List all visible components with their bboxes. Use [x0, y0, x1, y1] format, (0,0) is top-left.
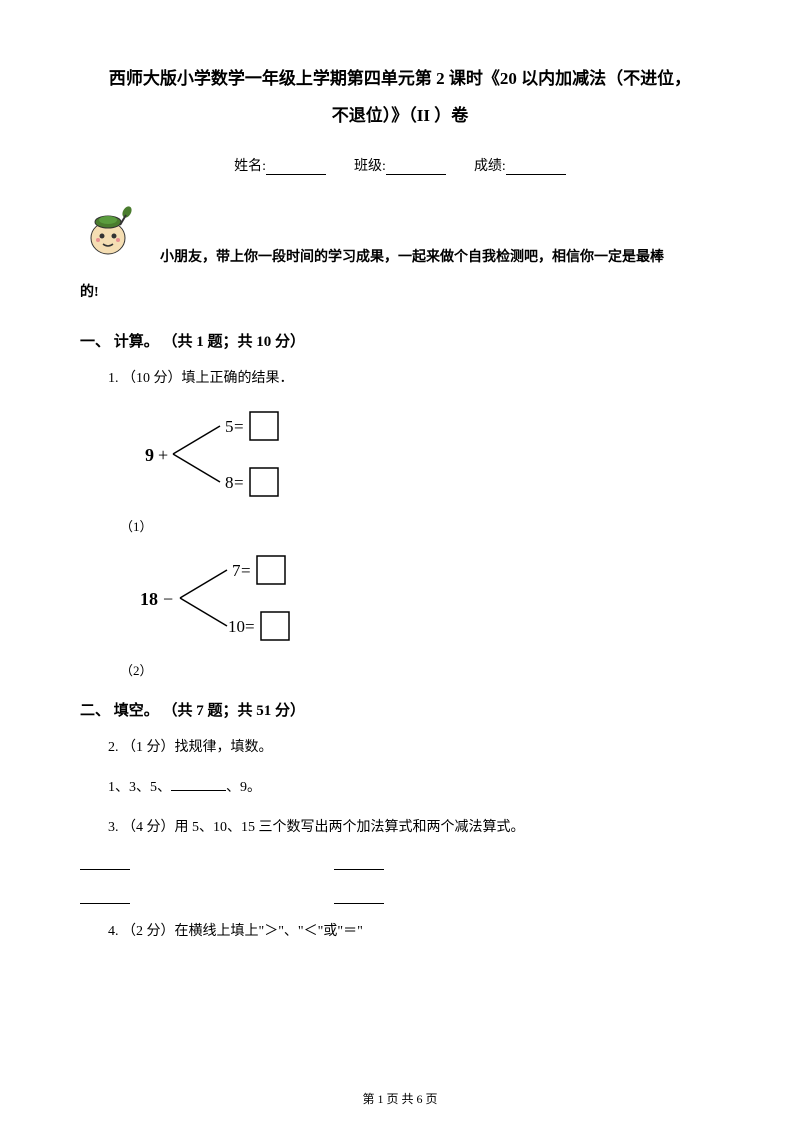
- d2-base: 18: [140, 589, 158, 609]
- answer-blank-2[interactable]: [334, 856, 384, 870]
- question-2: 2. （1 分）找规律，填数。: [108, 735, 720, 760]
- svg-text:=: =: [234, 473, 244, 492]
- d1-box-bottom: [250, 468, 278, 496]
- answer-blank-4[interactable]: [334, 890, 384, 904]
- d2-box-bottom: [261, 612, 289, 640]
- d1-op: +: [158, 445, 168, 465]
- question-4: 4. （2 分）在横线上填上"＞"、"＜"或"＝": [108, 919, 720, 944]
- title-line-2: 不退位）》（II ）卷: [80, 97, 720, 134]
- seq-blank[interactable]: [171, 777, 226, 791]
- d2-box-top: [257, 556, 285, 584]
- d2-top: 7: [232, 561, 241, 580]
- seq-prefix: 1、3、5、: [108, 780, 171, 795]
- answer-blank-3[interactable]: [80, 890, 130, 904]
- mascot-row: 小朋友，带上你一段时间的学习成果，一起来做个自我检测吧，相信你一定是最棒: [80, 200, 720, 275]
- score-blank[interactable]: [506, 159, 566, 175]
- name-label: 姓名:: [234, 159, 266, 174]
- name-blank[interactable]: [266, 159, 326, 175]
- answer-row-1: [80, 856, 720, 875]
- d1-base: 9: [145, 445, 154, 465]
- class-blank[interactable]: [386, 159, 446, 175]
- answer-row-2: [80, 890, 720, 909]
- section-2-header: 二、 填空。 （共 7 题；共 51 分）: [80, 699, 720, 720]
- d2-op: −: [163, 589, 173, 609]
- intro-text-1: 小朋友，带上你一段时间的学习成果，一起来做个自我检测吧，相信你一定是最棒: [160, 240, 664, 275]
- d1-bottom: 8: [225, 473, 234, 492]
- score-label: 成绩:: [474, 159, 506, 174]
- svg-text:=: =: [245, 617, 255, 636]
- section-1-header: 一、 计算。 （共 1 题；共 10 分）: [80, 330, 720, 351]
- d1-box-top: [250, 412, 278, 440]
- answer-blank-1[interactable]: [80, 856, 130, 870]
- svg-text:=: =: [241, 561, 251, 580]
- diagram-1-label: （1）: [120, 516, 720, 535]
- intro-text-2: 的!: [80, 275, 720, 310]
- d2-bottom: 10: [228, 617, 245, 636]
- class-label: 班级:: [354, 159, 386, 174]
- question-1: 1. （10 分）填上正确的结果．: [108, 366, 720, 391]
- title-line-1: 西师大版小学数学一年级上学期第四单元第 2 课时《20 以内加减法（不进位，: [80, 60, 720, 97]
- mascot-icon: [80, 200, 140, 260]
- page-footer: 第 1 页 共 6 页: [0, 1090, 800, 1107]
- question-3: 3. （4 分）用 5、10、15 三个数写出两个加法算式和两个减法算式。: [108, 815, 720, 840]
- diagram-1: 9 + 5 = 8 =: [130, 406, 720, 506]
- diagram-2-label: （2）: [120, 660, 720, 679]
- question-2-sequence: 1、3、5、 、9。: [108, 775, 720, 800]
- svg-text:=: =: [234, 417, 244, 436]
- d1-top: 5: [225, 417, 234, 436]
- seq-suffix: 、9。: [226, 780, 261, 795]
- diagram-2: 18 − 7 = 10 =: [130, 550, 720, 650]
- student-info-line: 姓名: 班级: 成绩:: [80, 155, 720, 175]
